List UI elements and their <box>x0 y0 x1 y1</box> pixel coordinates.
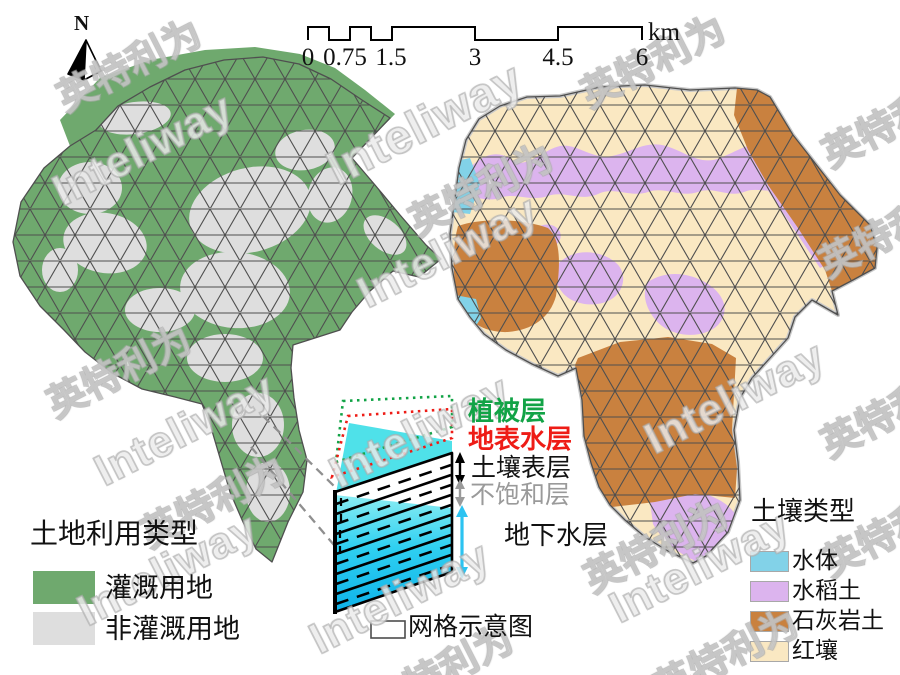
paddy-soil-swatch <box>750 581 789 602</box>
north-label: N <box>74 11 90 35</box>
groundwater-layer-label: 地下水层 <box>504 520 609 550</box>
scale-unit: km <box>648 19 680 46</box>
paddy-soil-label: 水稻土 <box>792 577 861 603</box>
red-soil-swatch <box>750 641 789 662</box>
land-use-mesh <box>12 56 442 563</box>
scale-tick-0: 0 <box>301 44 315 71</box>
vegetation-layer-outline <box>334 394 454 464</box>
soil-surface-layer-label: 土壤表层 <box>471 454 572 482</box>
zoom-leader-lines <box>250 415 338 546</box>
land-use-legend-title: 土地利用类型 <box>30 518 199 549</box>
surface-water-layer-outline <box>330 407 454 479</box>
scale-bar <box>307 26 643 41</box>
non-irrigated-label: 非灌溉用地 <box>105 614 240 644</box>
soil-map-mesh <box>449 84 878 564</box>
vegetation-layer-label: 植被层 <box>468 396 547 426</box>
soil-layer-lines <box>335 473 452 596</box>
unsaturated-layer-label: 不饱和层 <box>470 481 571 509</box>
scale-tick-15: 1.5 <box>375 44 407 71</box>
irrigated-swatch <box>33 571 95 604</box>
red-soil-label: 红壤 <box>792 637 838 663</box>
non-irrigated-swatch <box>33 612 95 645</box>
edge-ticks <box>338 498 343 554</box>
limestone-soil-label: 石灰岩土 <box>792 607 884 633</box>
soil-legend-title: 土壤类型 <box>751 496 856 526</box>
layer-schematic <box>330 394 468 639</box>
scale-tick-6: 6 <box>635 44 649 71</box>
soil-type-map <box>448 83 879 565</box>
irrigated-label: 灌溉用地 <box>105 573 213 603</box>
mesh-legend-swatch <box>370 620 406 639</box>
surface-water-wedge <box>336 423 452 493</box>
scale-tick-075: 0.75 <box>323 44 367 71</box>
scale-tick-45: 4.5 <box>542 44 574 71</box>
mesh-legend-label: 网格示意图 <box>408 613 534 641</box>
groundwater-arrow <box>456 505 468 579</box>
surface-water-layer-label: 地表水层 <box>468 424 573 454</box>
water-body-swatch <box>750 551 789 572</box>
scale-tick-3: 3 <box>468 44 482 71</box>
north-arrow <box>67 39 102 81</box>
land-use-map <box>12 47 442 563</box>
unsaturated-arrow <box>455 479 465 507</box>
water-body-label: 水体 <box>792 547 838 573</box>
limestone-soil-swatch <box>750 611 789 632</box>
